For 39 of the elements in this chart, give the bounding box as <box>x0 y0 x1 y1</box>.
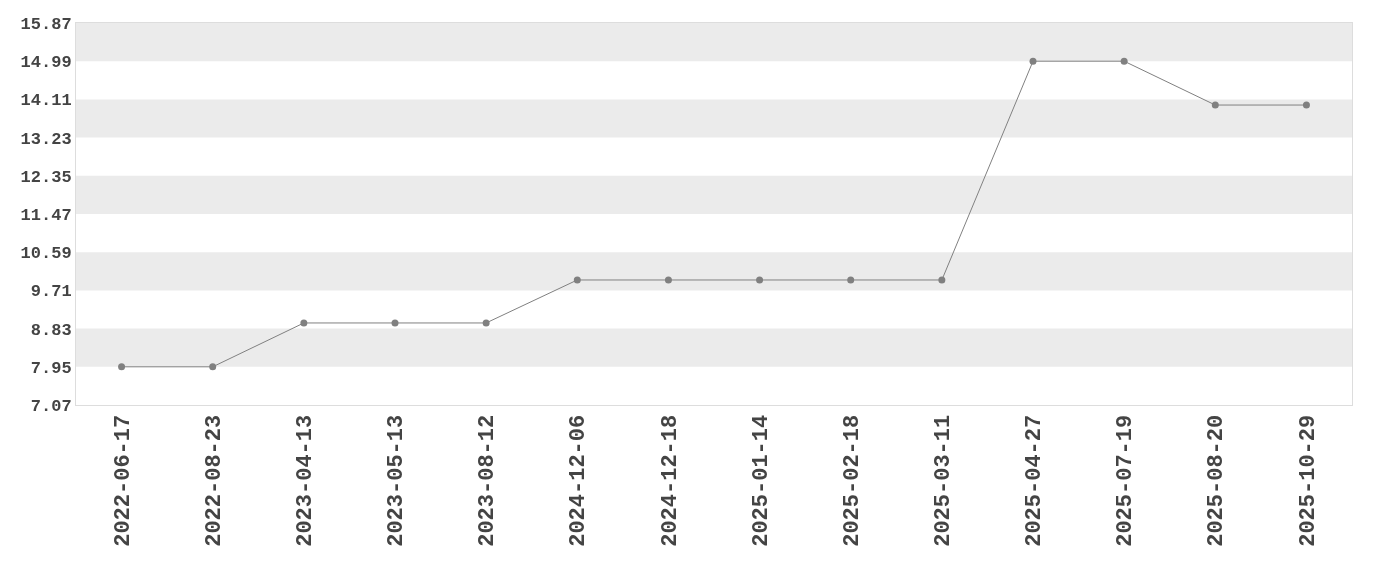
point <box>664 276 672 284</box>
point <box>391 319 399 327</box>
x-tick-label: 2022-06-17 <box>110 414 136 547</box>
x-tick-label: 2023-08-12 <box>475 414 501 547</box>
y-tick-label: 7.95 <box>30 358 72 378</box>
x-tick-label: 2022-08-23 <box>201 414 227 547</box>
x-tick-label: 2023-05-13 <box>384 414 410 547</box>
y-tick-label: 13.23 <box>20 129 72 149</box>
y-tick-label: 12.35 <box>20 167 72 187</box>
point <box>573 276 581 284</box>
x-tick-label: 2025-10-29 <box>1295 414 1321 547</box>
x-tick-label: 2024-12-06 <box>566 414 592 547</box>
y-tick-label: 9.71 <box>30 282 72 302</box>
point <box>1120 57 1128 65</box>
point <box>756 276 764 284</box>
y-tick-label: 14.99 <box>20 53 72 73</box>
x-tick-label: 2025-04-27 <box>1022 414 1048 547</box>
y-tick-label: 8.83 <box>30 320 72 340</box>
y-tick-label: 10.59 <box>20 244 72 264</box>
point <box>118 363 126 371</box>
x-tick-label: 2025-03-11 <box>931 414 957 547</box>
point <box>209 363 217 371</box>
point <box>1029 57 1037 65</box>
x-tick-label: 2025-07-19 <box>1113 414 1139 547</box>
point <box>938 276 946 284</box>
x-tick-label: 2025-01-14 <box>748 414 774 547</box>
y-tick-label: 15.87 <box>20 14 72 34</box>
y-tick-label: 7.07 <box>30 396 72 416</box>
point <box>847 276 855 284</box>
y-tick-label: 11.47 <box>20 205 72 225</box>
x-tick-label: 2025-02-18 <box>839 414 865 547</box>
y-tick-label: 14.11 <box>20 91 72 111</box>
point <box>482 319 490 327</box>
x-tick-label: 2025-08-20 <box>1204 414 1230 547</box>
point <box>1211 101 1219 109</box>
point <box>1302 101 1310 109</box>
x-tick-label: 2023-04-13 <box>293 414 319 547</box>
x-tick-label: 2024-12-18 <box>657 414 683 547</box>
point <box>300 319 308 327</box>
